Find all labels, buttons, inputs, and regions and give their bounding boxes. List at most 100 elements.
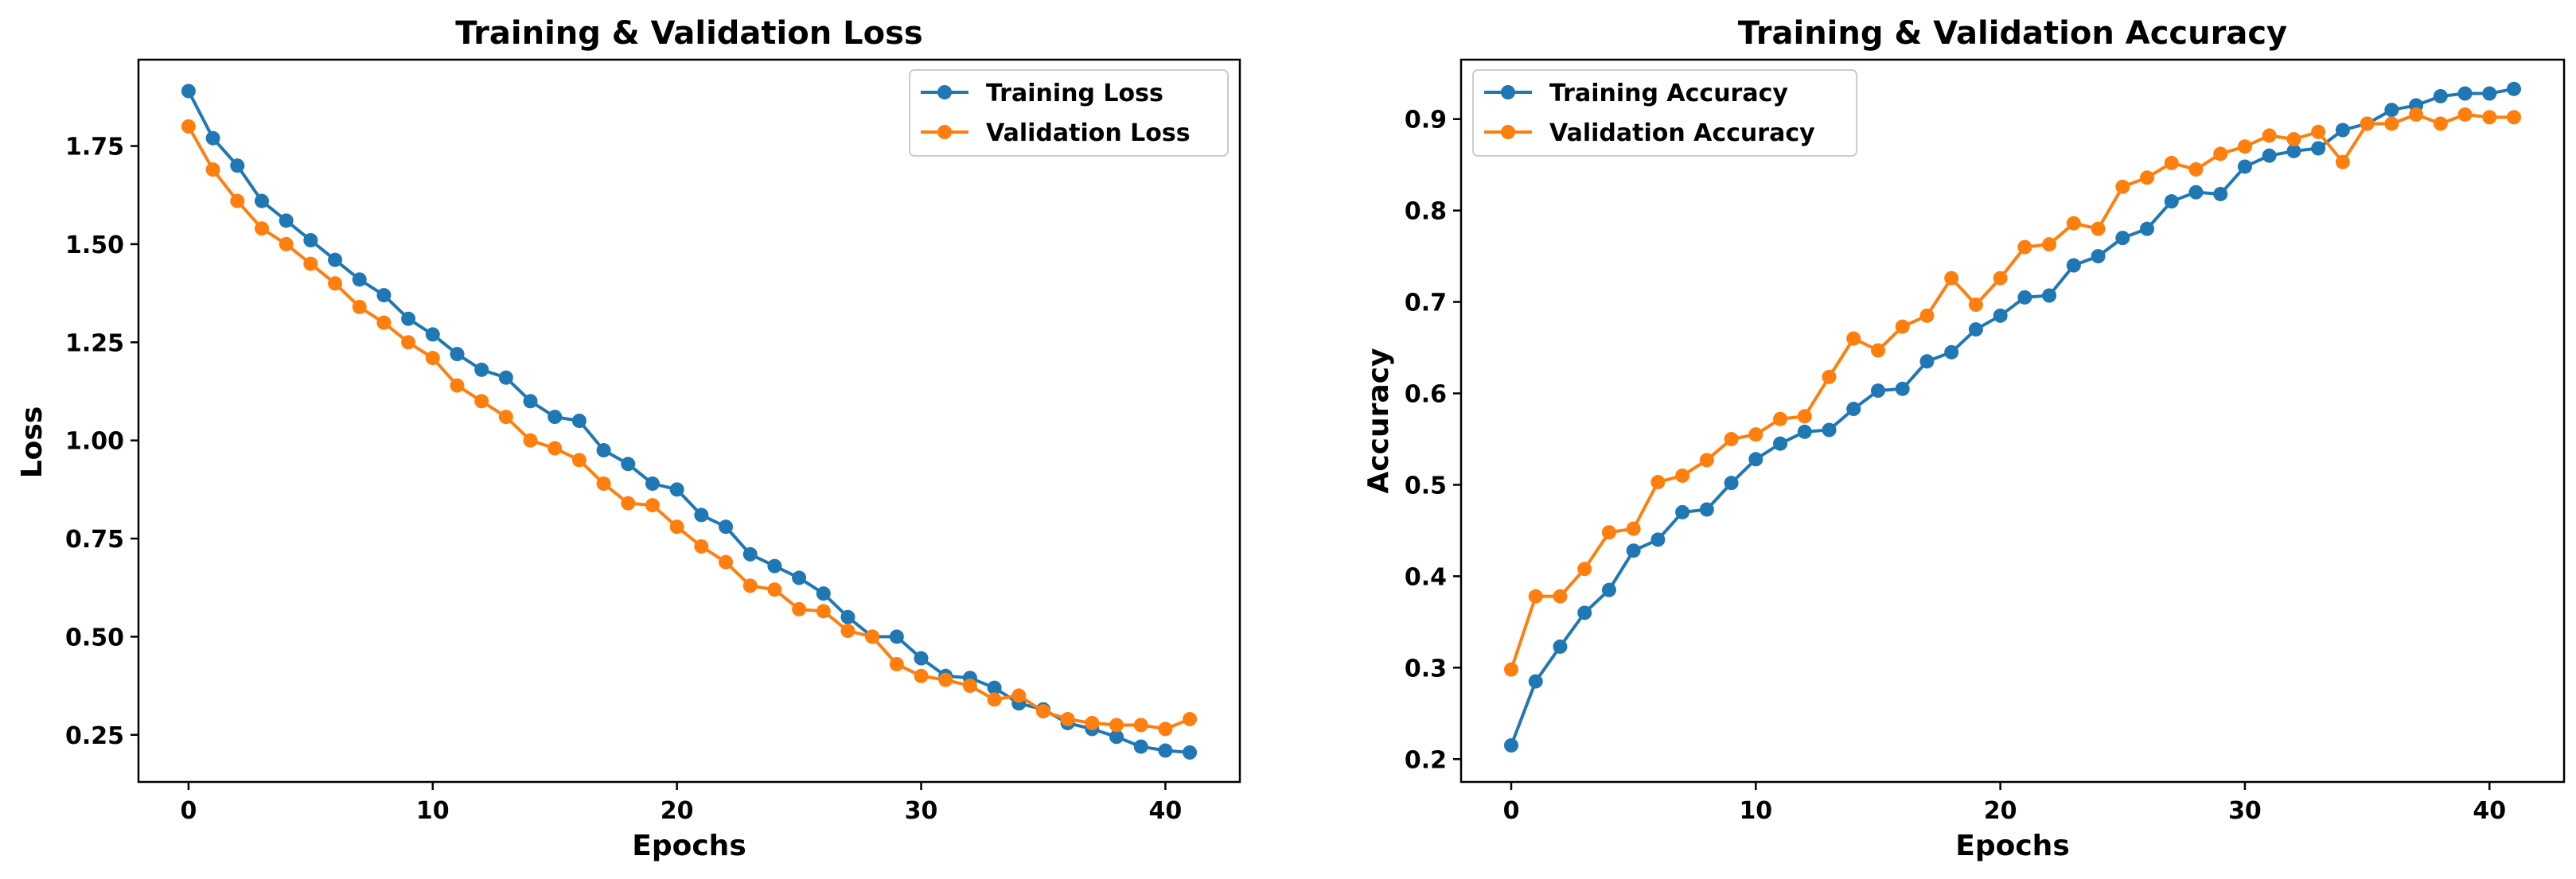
data-point (498, 370, 513, 385)
data-point (1109, 729, 1124, 745)
data-point (1968, 322, 1983, 337)
data-point (1504, 738, 1518, 753)
data-point (1797, 424, 1812, 439)
data-point (2091, 249, 2106, 264)
y-tick-label: 1.00 (65, 428, 124, 456)
legend-marker (937, 125, 952, 139)
data-point (2115, 179, 2130, 194)
data-point (450, 378, 465, 393)
x-tick-label: 30 (2228, 797, 2262, 825)
data-point (450, 347, 465, 362)
data-point (548, 410, 563, 425)
data-point (352, 299, 367, 314)
data-point (279, 213, 294, 228)
x-tick-label: 40 (1149, 797, 1183, 825)
y-tick-label: 0.8 (1405, 198, 1447, 226)
data-point (2237, 139, 2252, 154)
data-point (474, 362, 489, 377)
data-point (2482, 110, 2497, 125)
data-point (1993, 270, 2008, 286)
chart-title: Training & Validation Loss (455, 15, 922, 52)
data-point (2017, 239, 2032, 255)
x-tick-label: 10 (1739, 797, 1772, 825)
data-point (1601, 582, 1616, 597)
y-tick-label: 0.25 (65, 722, 124, 750)
data-point (548, 441, 563, 456)
data-point (2311, 124, 2326, 139)
data-point (401, 335, 416, 350)
data-point (2409, 107, 2424, 122)
data-point (2262, 148, 2277, 163)
data-point (279, 236, 294, 251)
data-point (205, 130, 220, 146)
data-point (694, 508, 709, 523)
data-point (2066, 258, 2081, 273)
y-tick-label: 0.2 (1405, 746, 1447, 774)
legend: Training Loss Validation Loss (909, 69, 1229, 157)
data-point (1528, 674, 1543, 689)
data-point (1553, 639, 1568, 654)
data-point (645, 476, 660, 491)
y-tick-label: 0.9 (1405, 107, 1447, 134)
data-point (767, 582, 782, 597)
data-point (376, 315, 392, 330)
data-point (1675, 468, 1690, 483)
data-point (987, 680, 1002, 695)
data-point (2433, 88, 2448, 103)
data-point (694, 539, 709, 554)
legend-marker (937, 85, 952, 99)
plot-area (181, 84, 1198, 760)
data-point (2042, 237, 2057, 252)
data-point (2433, 116, 2448, 131)
plot-frame (1459, 58, 2566, 784)
data-point (1601, 525, 1616, 540)
x-tick-label: 20 (661, 797, 694, 825)
legend-label: Validation Accuracy (1549, 119, 1815, 147)
data-point (962, 679, 977, 694)
x-tick-label: 0 (1503, 797, 1520, 825)
data-point (1183, 712, 1198, 727)
data-point (2384, 103, 2399, 118)
y-tick-label: 1.75 (65, 134, 124, 161)
data-point (2507, 110, 2521, 125)
data-point (719, 554, 734, 570)
data-point (621, 457, 636, 472)
y-tick-label: 0.4 (1405, 563, 1447, 591)
y-tick-label: 0.7 (1405, 290, 1447, 317)
data-point (792, 570, 807, 585)
data-point (1797, 409, 1812, 424)
legend-label: Training Loss (986, 80, 1163, 107)
data-point (2017, 290, 2032, 305)
x-axis-label: Epochs (632, 830, 746, 862)
data-point (1577, 562, 1592, 577)
data-point (1773, 436, 1788, 451)
accuracy-chart: Training & Validation Accuracy Epochs Ac… (1362, 15, 2566, 862)
data-point (1577, 605, 1592, 620)
x-tick-label: 0 (180, 797, 197, 825)
data-point (669, 482, 684, 497)
data-point (2066, 216, 2081, 231)
data-point (621, 496, 636, 511)
data-point (328, 252, 343, 267)
x-tick-label: 10 (416, 797, 450, 825)
data-point (254, 221, 269, 236)
data-point (938, 672, 953, 687)
data-point (2262, 128, 2277, 143)
data-point (816, 586, 831, 601)
data-point (205, 162, 220, 177)
data-point (742, 546, 758, 562)
x-tick-label: 20 (1984, 797, 2017, 825)
data-point (2360, 116, 2375, 131)
data-point (2213, 186, 2228, 201)
data-point (1626, 543, 1641, 558)
data-point (1968, 298, 1983, 313)
data-point (742, 578, 758, 593)
data-point (767, 558, 782, 574)
data-point (816, 604, 831, 619)
data-point (1724, 476, 1739, 491)
data-point (2213, 146, 2228, 161)
data-point (181, 84, 196, 99)
data-point (1993, 308, 2008, 323)
data-point (1748, 452, 1763, 467)
